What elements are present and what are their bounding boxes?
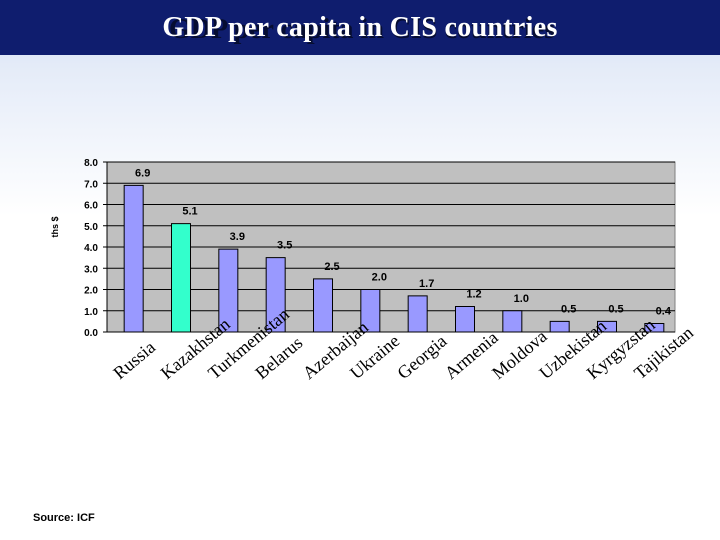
data-label: 1.2 xyxy=(466,289,481,301)
bar-georgia xyxy=(407,295,428,333)
y-tick-label: 3.0 xyxy=(84,264,98,275)
y-tick-label: 5.0 xyxy=(84,222,98,233)
bar-turkmenistan xyxy=(218,248,239,333)
bar-russia xyxy=(123,184,144,333)
source-note: Source: ICF xyxy=(33,512,95,524)
y-tick-label: 2.0 xyxy=(84,286,98,297)
data-label: 0.5 xyxy=(608,303,623,315)
y-tick-label: 0.0 xyxy=(84,328,98,339)
data-label: 2.0 xyxy=(372,272,387,284)
bar-belarus xyxy=(265,257,286,333)
y-tick-label: 7.0 xyxy=(84,179,98,190)
bar-uzbekistan xyxy=(549,320,570,333)
bar-ukraine xyxy=(360,289,381,333)
title-bar xyxy=(0,0,720,55)
data-label: 3.5 xyxy=(277,240,292,252)
bar-azerbaijan xyxy=(313,278,333,333)
data-label: 6.9 xyxy=(135,167,150,179)
page-title: GDP per capita in CIS countries xyxy=(162,12,558,43)
y-tick-label: 1.0 xyxy=(84,307,98,318)
data-label: 1.7 xyxy=(419,278,434,290)
y-tick-label: 4.0 xyxy=(84,243,98,254)
page-title-shadow: GDP per capita in CIS countries xyxy=(168,14,556,45)
bar-kyrgyzstan xyxy=(597,320,617,333)
data-label: 0.4 xyxy=(656,306,672,318)
y-tick-label: 6.0 xyxy=(84,201,98,212)
y-tick-label: 8.0 xyxy=(84,158,98,169)
data-label: 3.9 xyxy=(230,231,245,243)
x-tick-label: Georgia xyxy=(393,331,450,383)
bar-kazakhstan xyxy=(171,223,191,333)
data-label: 5.1 xyxy=(182,206,197,218)
bar-tajikistan xyxy=(644,323,665,333)
bar-armenia xyxy=(455,306,475,333)
y-axis-label: ths $ xyxy=(50,216,60,237)
bar-moldova xyxy=(502,310,523,333)
x-tick-label: Russia xyxy=(109,337,159,383)
data-label: 1.0 xyxy=(514,293,529,305)
data-label: 2.5 xyxy=(324,261,339,273)
data-label: 0.5 xyxy=(561,303,576,315)
